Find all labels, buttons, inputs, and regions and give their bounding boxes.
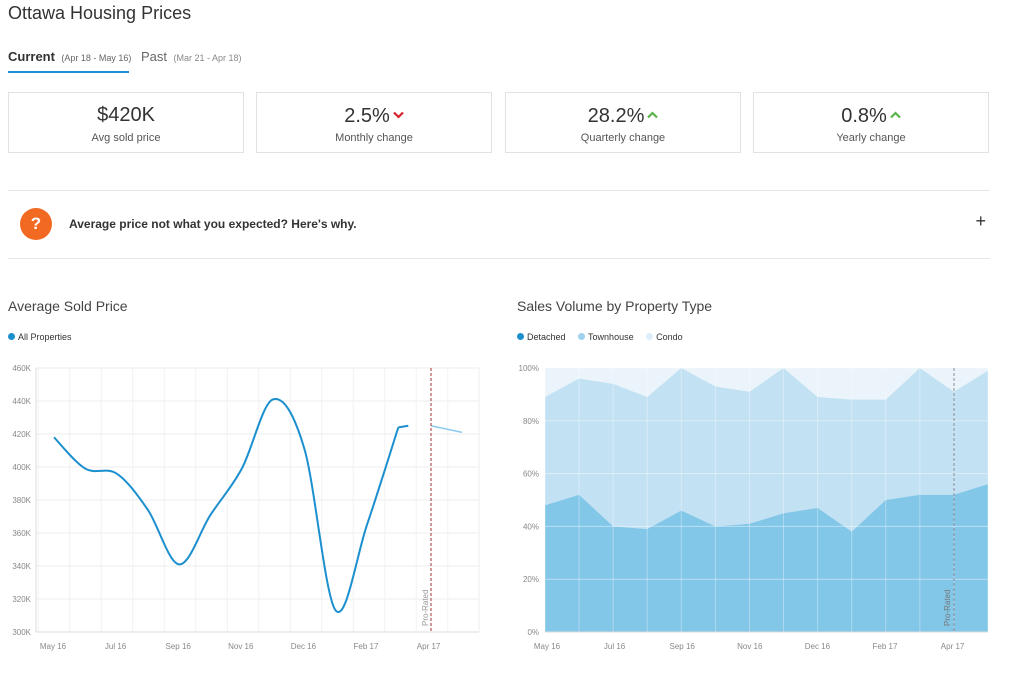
divider [8, 190, 990, 191]
chart-title-sales-volume: Sales Volume by Property Type [517, 298, 713, 314]
x-tick-label: Jul 16 [105, 642, 127, 651]
y-tick-label: 440K [12, 397, 31, 406]
area-chart-sales-volume: 0% 20% 40% 60% 80% 100% May 16 Jul 16 Sep 16 Nov … [519, 364, 989, 651]
legend-item[interactable]: All Properties [8, 332, 72, 342]
legend-label: Condo [656, 332, 683, 342]
y-tick-label: 300K [12, 628, 31, 637]
legend-avg-price: All Properties [8, 332, 82, 342]
tab-bar: Current (Apr 18 - May 16) Past (Mar 21 -… [8, 40, 308, 74]
line-chart-avg-price: 300K 320K 340K 360K 380K 400K 420K 440K 460K May … [12, 364, 480, 651]
x-tick-label: Apr 17 [941, 642, 965, 651]
x-tick-label: Feb 17 [873, 642, 898, 651]
page-title: Ottawa Housing Prices [8, 3, 192, 23]
y-tick-label: 100% [519, 364, 539, 373]
x-tick-label: Jul 16 [604, 642, 626, 651]
area-detached [545, 484, 988, 632]
y-tick-label: 60% [523, 470, 539, 479]
x-tick-label: Feb 17 [354, 642, 379, 651]
stat-value: 2.5% [344, 105, 390, 127]
divider [8, 258, 990, 259]
legend-item[interactable]: Detached [517, 332, 566, 342]
x-tick-label: May 16 [534, 642, 561, 651]
y-tick-label: 380K [12, 496, 31, 505]
y-tick-label: 400K [12, 463, 31, 472]
y-tick-label: 20% [523, 575, 539, 584]
stat-card-quarterly-change: 28.2% Quarterly change [505, 92, 741, 153]
legend-item[interactable]: Townhouse [578, 332, 634, 342]
y-tick-label: 0% [527, 628, 539, 637]
legend-label: Townhouse [588, 332, 634, 342]
tab-past-label: Past [141, 49, 168, 64]
projection-line [430, 424, 463, 434]
area-condo [545, 368, 988, 400]
area-townhouse [545, 368, 988, 532]
legend-dot [578, 333, 586, 340]
stat-value: 0.8% [841, 105, 887, 127]
x-tick-label: Sep 16 [166, 642, 192, 651]
legend-dot [517, 333, 524, 340]
legend-dot [8, 333, 15, 340]
y-tick-label: 460K [12, 364, 31, 373]
stat-label: Yearly change [836, 132, 906, 144]
x-tick-label: Nov 16 [737, 642, 763, 651]
faq-row[interactable]: ? Average price not what you expected? H… [8, 191, 990, 258]
prorated-label: Pro-Rated [943, 590, 952, 626]
tab-current-label: Current [8, 49, 55, 64]
x-tick-label: Dec 16 [291, 642, 317, 651]
y-tick-label: 320K [12, 595, 31, 604]
y-tick-label: 40% [523, 522, 539, 531]
y-tick-label: 360K [12, 529, 31, 538]
x-tick-label: Apr 17 [417, 642, 441, 651]
chevron-up-icon [647, 102, 659, 128]
prorated-label: Pro-Rated [421, 590, 430, 626]
x-tick-label: Nov 16 [228, 642, 254, 651]
legend-item[interactable]: Condo [646, 332, 683, 342]
x-tick-label: Sep 16 [670, 642, 696, 651]
stat-card-yearly-change: 0.8% Yearly change [753, 92, 989, 153]
tab-past[interactable]: Past (Mar 21 - Apr 18) [141, 48, 242, 66]
stat-value: $420K [97, 104, 155, 126]
series-line-segment [398, 424, 409, 429]
legend-sales-volume: Detached Townhouse Condo [517, 332, 693, 342]
faq-text: Average price not what you expected? Her… [69, 217, 357, 231]
stat-label: Quarterly change [580, 132, 666, 144]
stat-value: 28.2% [587, 105, 645, 127]
tab-current-range: (Apr 18 - May 16) [61, 53, 132, 63]
y-tick-label: 420K [12, 430, 31, 439]
question-icon: ? [20, 208, 52, 240]
series-line-all-properties [53, 398, 400, 614]
active-tab-indicator [8, 71, 129, 73]
x-tick-label: Dec 16 [805, 642, 831, 651]
stat-card-monthly-change: 2.5% Monthly change [256, 92, 492, 153]
expand-plus-icon[interactable]: + [975, 211, 986, 231]
stat-label: Avg sold price [91, 132, 161, 144]
x-tick-label: May 16 [40, 642, 67, 651]
y-tick-label: 340K [12, 562, 31, 571]
stat-label: Monthly change [335, 132, 413, 144]
stat-card-avg-price: $420K Avg sold price [8, 92, 244, 153]
tab-past-range: (Mar 21 - Apr 18) [173, 53, 242, 63]
legend-label: All Properties [18, 332, 72, 342]
chevron-down-icon [393, 102, 404, 128]
chart-title-avg-price: Average Sold Price [8, 298, 128, 314]
chevron-up-icon [890, 102, 901, 128]
legend-dot [646, 333, 654, 340]
y-tick-label: 80% [523, 417, 539, 426]
tab-current[interactable]: Current (Apr 18 - May 16) [8, 48, 131, 66]
legend-label: Detached [527, 332, 566, 342]
